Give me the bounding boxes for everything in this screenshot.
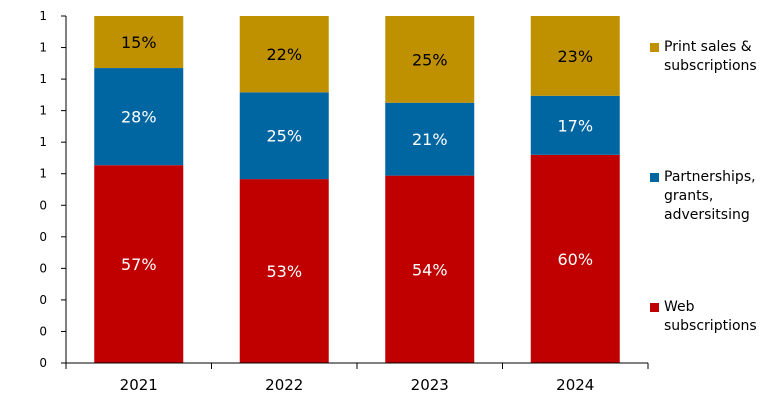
y-tick-label-9: 1 — [39, 72, 47, 86]
data-label-2021-s0: 57% — [121, 255, 157, 274]
bar-segment-2021-s0 — [94, 165, 184, 363]
bar-segment-2022-s2 — [239, 16, 329, 93]
y-tick-label-8: 1 — [39, 104, 47, 118]
legend-label-web: Web subscriptions — [664, 299, 757, 334]
bar-segment-2023-s1 — [385, 102, 475, 176]
y-tick-label-0: 0 — [39, 356, 47, 370]
legend-swatch-web — [650, 303, 659, 312]
data-label-2024-s1: 17% — [557, 116, 593, 135]
x-tick-label-2024: 2024 — [556, 376, 594, 394]
bar-segment-2022-s1 — [239, 92, 329, 180]
x-tick-label-2022: 2022 — [265, 376, 303, 394]
bar-segment-2024-s0 — [530, 154, 620, 363]
bar-segment-2024-s2 — [530, 16, 620, 96]
legend-swatch-print — [650, 43, 659, 52]
y-tick-label-10: 1 — [39, 41, 47, 55]
data-label-2024-s0: 60% — [557, 250, 593, 269]
legend-item-web: Web subscriptions — [650, 298, 776, 336]
data-label-2022-s2: 22% — [266, 45, 302, 64]
data-label-2021-s1: 28% — [121, 108, 157, 127]
bar-segment-2021-s2 — [94, 16, 184, 69]
data-label-2023-s0: 54% — [412, 260, 448, 279]
bar-segment-2021-s1 — [94, 68, 184, 166]
y-tick-label-1: 0 — [39, 324, 47, 338]
x-tick-label-2021: 2021 — [120, 376, 158, 394]
y-tick-label-5: 0 — [39, 198, 47, 212]
bar-segment-2023-s2 — [385, 16, 475, 103]
x-tick-label-2023: 2023 — [411, 376, 449, 394]
bar-segment-2022-s0 — [239, 179, 329, 363]
data-label-2023-s2: 25% — [412, 50, 448, 69]
data-label-2022-s1: 25% — [266, 127, 302, 146]
y-tick-label-3: 0 — [39, 261, 47, 275]
data-label-2022-s0: 53% — [266, 262, 302, 281]
legend-label-partnerships: Partnerships, grants, adversitsing — [664, 169, 756, 223]
data-label-2021-s2: 15% — [121, 33, 157, 52]
y-tick-label-11: 1 — [39, 9, 47, 23]
y-tick-label-7: 1 — [39, 135, 47, 149]
legend: Print sales & subscriptions Partnerships… — [650, 0, 776, 416]
stacked-bar-chart: 57% 28% 15% 2021 53% 25% 22% 2022 54% 21% 25% 2023 6… — [39, 9, 649, 394]
legend-item-partnerships: Partnerships, grants, adversitsing — [650, 168, 776, 225]
bar-segment-2023-s0 — [385, 175, 475, 363]
legend-swatch-partnerships — [650, 173, 659, 182]
y-tick-label-6: 1 — [39, 167, 47, 181]
legend-label-print: Print sales & subscriptions — [664, 39, 757, 74]
bar-segment-2024-s1 — [530, 95, 620, 155]
legend-item-print: Print sales & subscriptions — [650, 38, 776, 76]
data-label-2024-s2: 23% — [557, 47, 593, 66]
data-label-2023-s1: 21% — [412, 130, 448, 149]
y-tick-label-4: 0 — [39, 230, 47, 244]
y-tick-label-2: 0 — [39, 293, 47, 307]
